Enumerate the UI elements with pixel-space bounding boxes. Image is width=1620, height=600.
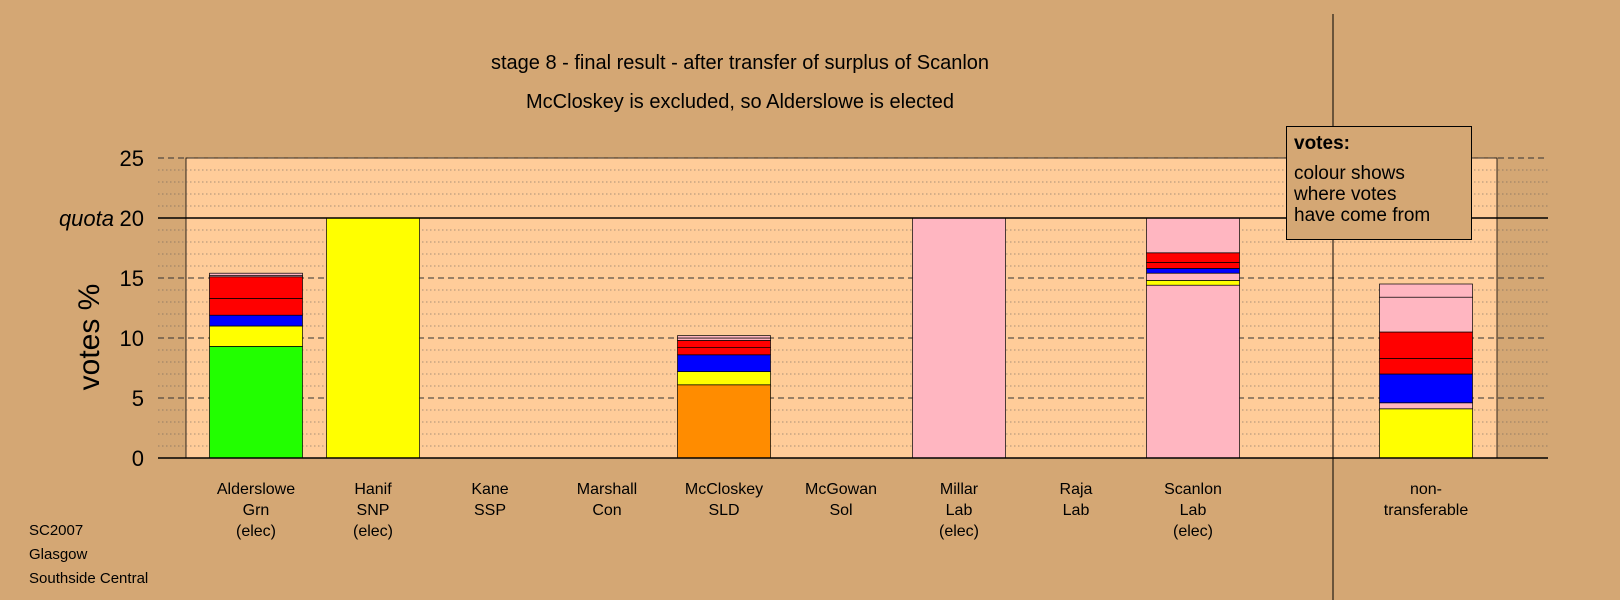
bar-segment	[1146, 268, 1240, 274]
x-tick-label: (elec)	[939, 523, 979, 540]
footer-council: Glasgow	[29, 546, 88, 563]
x-tick-label: transferable	[1384, 502, 1469, 519]
y-tick-label: 25	[120, 146, 144, 171]
x-tick-label: non-	[1410, 481, 1442, 498]
x-tick-label: Hanif	[354, 481, 392, 498]
x-tick-label: Marshall	[577, 481, 637, 498]
x-tick-label: Millar	[940, 481, 979, 498]
x-tick-label: Kane	[471, 481, 508, 498]
bar-segment	[1146, 280, 1240, 286]
legend-line-1: colour shows	[1294, 163, 1405, 184]
bar-segment	[1146, 262, 1240, 269]
bar-segment	[1146, 252, 1240, 263]
bar-segment	[209, 325, 303, 347]
bar-segment	[209, 346, 303, 459]
y-tick-label: 5	[132, 386, 144, 411]
x-tick-label: Sol	[829, 502, 852, 519]
legend-heading: votes:	[1294, 133, 1350, 154]
bar-segment	[677, 371, 771, 386]
x-tick-label: (elec)	[236, 523, 276, 540]
legend-line-2: where votes	[1294, 184, 1397, 205]
bar-segment	[209, 272, 303, 276]
x-tick-label: Scanlon	[1164, 481, 1222, 498]
chart-subtitle: McCloskey is excluded, so Alderslowe is …	[526, 91, 954, 113]
bar-segment	[209, 276, 303, 299]
y-tick-label: 15	[120, 266, 144, 291]
x-tick-label: McGowan	[805, 481, 877, 498]
y-tick-label: 10	[120, 326, 144, 351]
bar-segment	[209, 298, 303, 316]
chart-title: stage 8 - final result - after transfer …	[490, 52, 990, 74]
bar-segment	[677, 384, 771, 459]
bar-segment	[677, 347, 771, 356]
bar-segment	[1379, 331, 1473, 359]
quota-label: quota	[59, 206, 114, 231]
bar-segment	[912, 217, 1006, 459]
x-tick-label: Con	[592, 502, 621, 519]
x-tick-label: Alderslowe	[217, 481, 295, 498]
x-tick-label: Lab	[946, 502, 973, 519]
bar-segment	[1379, 373, 1473, 404]
bar-segment	[677, 337, 771, 341]
bar-segment	[1146, 284, 1240, 459]
x-tick-label: (elec)	[353, 523, 393, 540]
bar-segment	[1379, 402, 1473, 410]
footer-ward: Southside Central	[29, 570, 149, 587]
bar-segment	[209, 314, 303, 327]
x-tick-label: SLD	[708, 502, 739, 519]
bar-segment	[1379, 358, 1473, 375]
bar-segment	[677, 354, 771, 372]
y-tick-label: 20	[120, 206, 144, 231]
x-tick-label: SSP	[474, 502, 506, 519]
x-tick-label: (elec)	[1173, 523, 1213, 540]
bar-segment	[1379, 283, 1473, 298]
x-tick-label: Grn	[243, 502, 270, 519]
y-axis-label: votes %	[73, 284, 106, 391]
bar-segment	[1379, 408, 1473, 459]
x-tick-label: McCloskey	[685, 481, 763, 498]
bar-segment	[677, 340, 771, 348]
y-tick-label: 0	[132, 446, 144, 471]
bar-segment	[326, 217, 420, 459]
footer-election: SC2007	[29, 522, 84, 539]
x-tick-label: Raja	[1060, 481, 1093, 498]
x-tick-label: SNP	[357, 502, 390, 519]
bar-segment	[1379, 296, 1473, 333]
bar-segment	[1146, 272, 1240, 281]
legend-box: votes: colour shows where votes have com…	[1286, 126, 1472, 240]
legend-line-3: have come from	[1294, 205, 1431, 226]
x-tick-label: Lab	[1063, 502, 1090, 519]
x-tick-label: Lab	[1180, 502, 1207, 519]
bar-segment	[1146, 217, 1240, 254]
bar-segment	[677, 335, 771, 339]
